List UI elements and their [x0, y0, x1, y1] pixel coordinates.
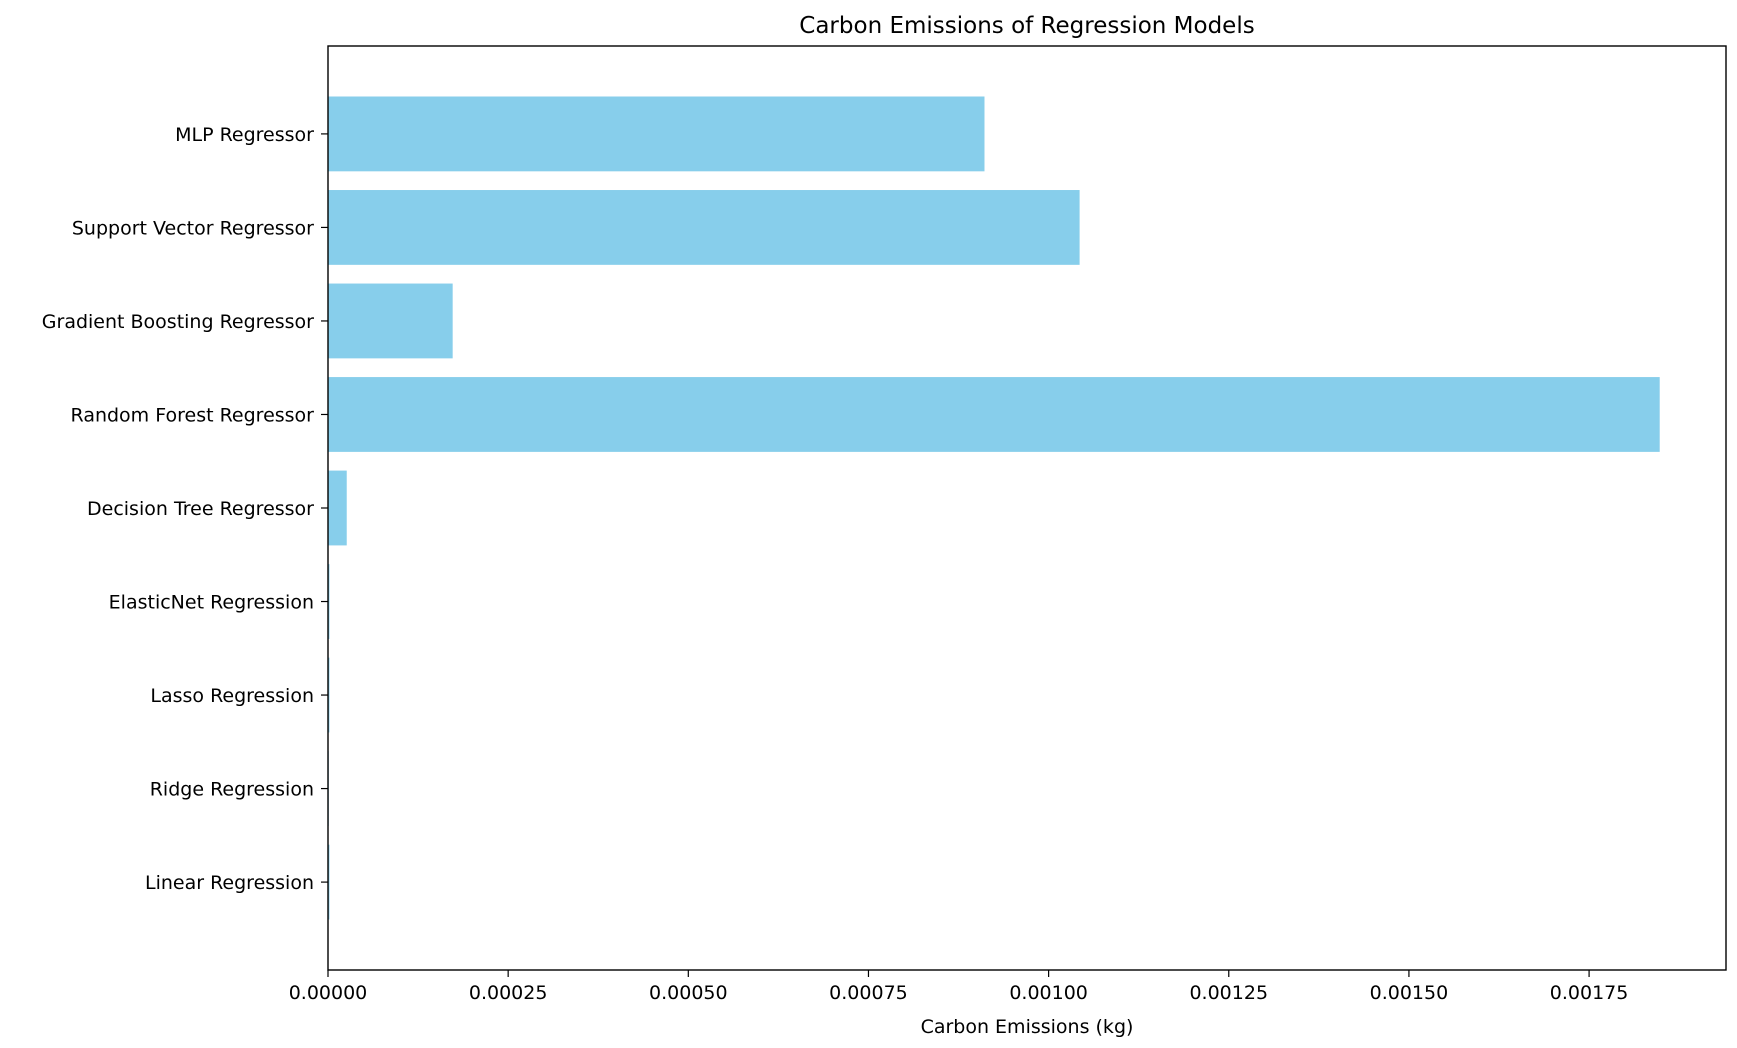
- bar: [328, 283, 453, 359]
- y-tick-label: Lasso Regression: [150, 685, 314, 707]
- x-tick-label: 0.00050: [649, 982, 728, 1004]
- chart-title: Carbon Emissions of Regression Models: [799, 13, 1254, 39]
- x-tick-label: 0.00100: [1009, 982, 1088, 1004]
- y-tick-label: Decision Tree Regressor: [87, 498, 314, 520]
- y-tick-label: Gradient Boosting Regressor: [42, 311, 314, 333]
- y-axis-ticks: Linear Regression Ridge Regression Lasso R…: [42, 124, 328, 894]
- x-tick-label: 0.00125: [1189, 982, 1268, 1004]
- y-tick-label: MLP Regressor: [175, 124, 314, 146]
- y-tick-label: Random Forest Regressor: [71, 404, 315, 426]
- y-tick-label: Linear Regression: [145, 872, 314, 894]
- plot-frame: [327, 45, 1727, 971]
- bars-layer: [328, 96, 1660, 920]
- bar: [328, 96, 985, 172]
- y-tick-label: Ridge Regression: [150, 779, 314, 801]
- bar: [328, 190, 1080, 265]
- x-tick-label: 0.00000: [289, 982, 368, 1004]
- y-tick-label: Support Vector Regressor: [72, 217, 314, 239]
- bar: [328, 470, 347, 546]
- x-axis-label: Carbon Emissions (kg): [921, 1016, 1134, 1038]
- bar: [328, 377, 1660, 452]
- bar: [328, 844, 330, 920]
- x-axis-ticks: 0.00000 0.00025 0.00050 0.00075 0.00100 0.001…: [289, 970, 1629, 1004]
- bar: [328, 564, 330, 639]
- bar: [328, 657, 330, 733]
- x-tick-label: 0.00025: [469, 982, 548, 1004]
- x-tick-label: 0.00075: [829, 982, 908, 1004]
- y-tick-label: ElasticNet Regression: [109, 592, 314, 614]
- x-tick-label: 0.00150: [1370, 982, 1449, 1004]
- x-tick-label: 0.00175: [1550, 982, 1629, 1004]
